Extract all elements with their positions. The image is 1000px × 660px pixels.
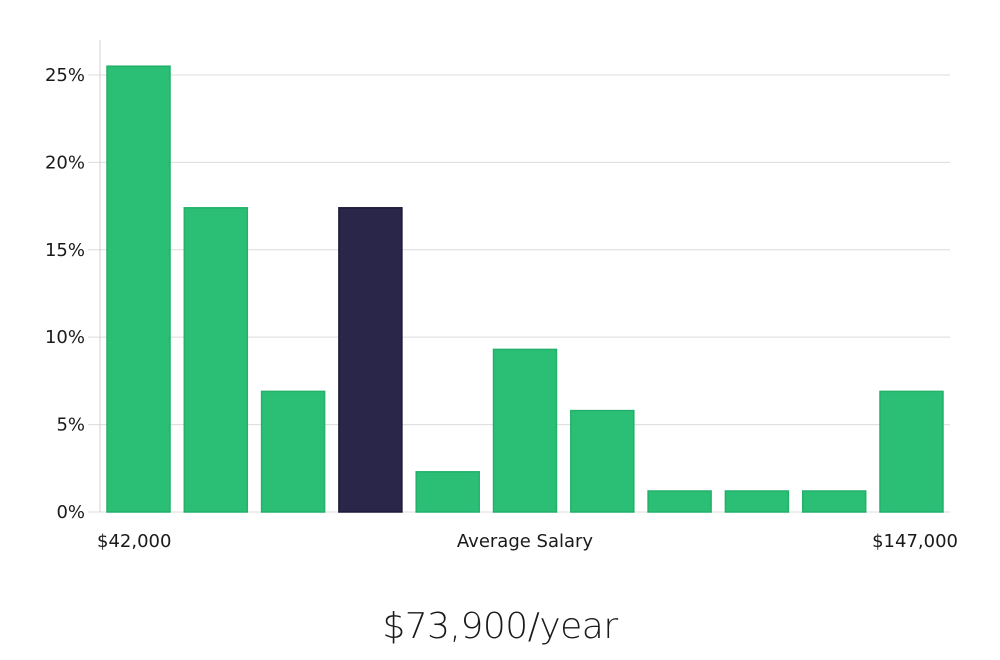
bar bbox=[724, 490, 790, 513]
average-salary-caption: $73,900/year bbox=[382, 606, 618, 647]
bar bbox=[879, 390, 944, 513]
y-tick-label: 25% bbox=[45, 65, 85, 86]
bar bbox=[570, 409, 635, 513]
bar bbox=[415, 471, 480, 513]
y-tick-label: 5% bbox=[56, 415, 85, 436]
y-tick-label: 15% bbox=[45, 240, 85, 261]
x-axis-title: Average Salary bbox=[457, 531, 594, 552]
bar bbox=[492, 348, 558, 513]
y-tick-label: 10% bbox=[45, 327, 85, 348]
y-tick-label: 20% bbox=[45, 152, 85, 173]
bar bbox=[106, 65, 171, 513]
bar bbox=[183, 207, 249, 513]
x-label-min: $42,000 bbox=[97, 531, 171, 552]
bar-highlighted bbox=[338, 207, 403, 513]
bar bbox=[647, 490, 712, 513]
bar bbox=[260, 390, 326, 513]
x-label-max: $147,000 bbox=[872, 531, 958, 552]
bar-layer bbox=[106, 65, 944, 513]
y-tick-label: 0% bbox=[56, 502, 85, 523]
bar bbox=[801, 490, 867, 513]
salary-histogram: 0%5%10%15%20%25% $42,000 Average Salary … bbox=[45, 40, 958, 552]
